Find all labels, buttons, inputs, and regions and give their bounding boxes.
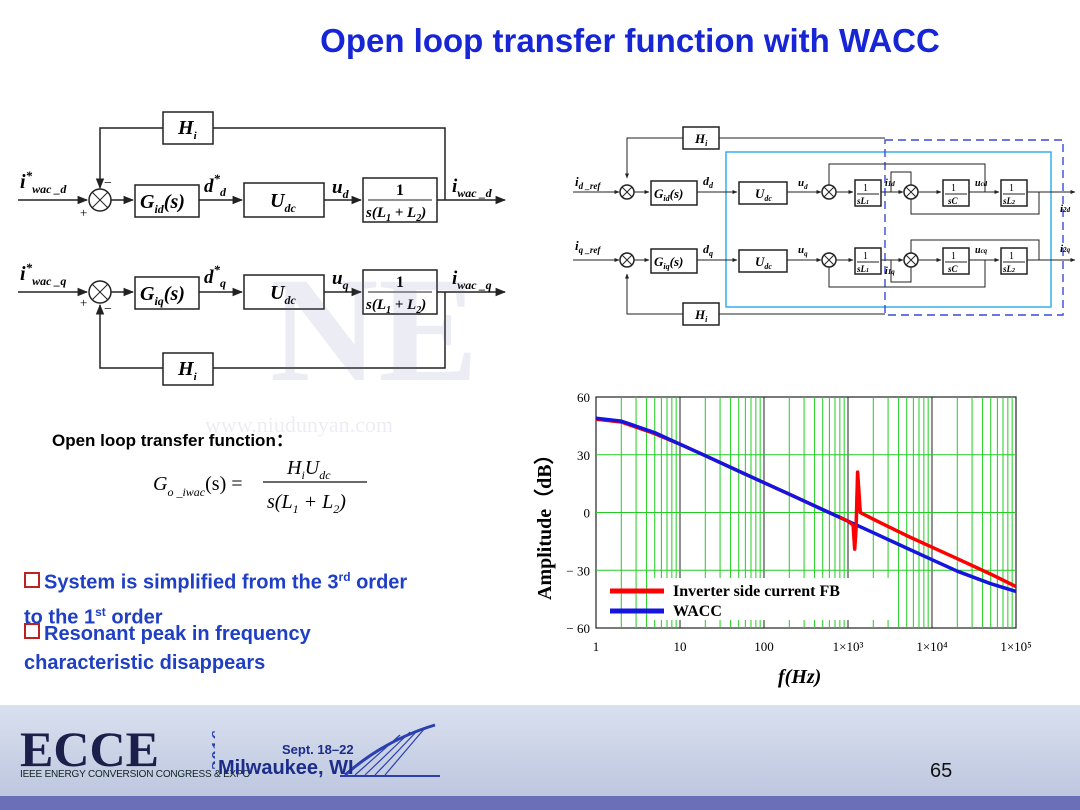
- oltf-label: Open loop transfer function：: [52, 431, 293, 450]
- svg-text:sL2: sL2: [1002, 264, 1015, 274]
- legend-label: Inverter side current FB: [673, 583, 840, 600]
- svg-text:Giq(s): Giq(s): [654, 254, 683, 271]
- y-tick-label: 30: [577, 448, 590, 463]
- hi-label: Hi: [177, 117, 198, 142]
- svg-text:i1d: i1d: [885, 178, 895, 189]
- page-number: 65: [930, 760, 953, 782]
- svg-text:1: 1: [396, 182, 404, 199]
- svg-text:d*d: d*d: [204, 171, 227, 199]
- svg-text:ucq: ucq: [975, 245, 988, 256]
- x-tick-label: 100: [754, 639, 774, 654]
- bullet-2: Resonant peak in frequency characteristi…: [24, 623, 311, 674]
- footer-bar: [0, 705, 1080, 810]
- svg-text:Hi: Hi: [694, 307, 708, 324]
- svg-text:Go _iwac(s) =: Go _iwac(s) =: [153, 473, 243, 499]
- series-line-wacc: [595, 416, 1017, 594]
- svg-text:−: −: [104, 176, 112, 191]
- svg-text:1: 1: [396, 274, 404, 291]
- bullet-square-icon: [24, 571, 40, 588]
- conference-city: Milwaukee, WI: [218, 757, 354, 779]
- legend-label: WACC: [673, 603, 722, 620]
- ecce-logo: ECCE 2016: [20, 724, 215, 772]
- bullet-square-icon: [24, 623, 40, 639]
- svg-text:HiUdc: HiUdc: [286, 457, 331, 482]
- y-tick-label: − 30: [566, 563, 590, 578]
- giq-block: [134, 276, 200, 310]
- logo-year: 2016: [208, 730, 215, 770]
- y-tick-label: 60: [577, 390, 590, 405]
- svg-text:Hi: Hi: [694, 131, 708, 148]
- svg-text:i2q: i2q: [1060, 243, 1071, 255]
- series-line-inverter-fb-resonance: [839, 470, 874, 551]
- svg-text:ud: ud: [332, 177, 350, 201]
- bottom-input-label: i*wac _q: [20, 260, 66, 288]
- bullet-1: System is simplified from the 3rd order …: [24, 570, 408, 629]
- svg-text:1: 1: [863, 183, 868, 194]
- svg-text:iq _ref: iq _ref: [575, 238, 601, 255]
- x-tick-label: 1: [593, 639, 600, 654]
- svg-text:ud: ud: [798, 177, 808, 191]
- svg-text:1: 1: [951, 251, 956, 262]
- slide-title: Open loop transfer function with WACC: [320, 22, 940, 59]
- bode-chart: 60 30 0 − 30 − 60 1 10 100 1×10³ 1×10⁴ 1×10⁵ Ampl…: [533, 390, 1032, 688]
- x-tick-label: 1×10³: [833, 639, 864, 654]
- svg-text:ECCE: ECCE: [20, 724, 159, 772]
- svg-text:−: −: [104, 302, 112, 317]
- top-input-label: i*wac _d: [20, 168, 67, 196]
- svg-text:uq: uq: [798, 244, 808, 258]
- svg-text:1: 1: [863, 251, 868, 262]
- watermark: NE www.niudunyan.com: [205, 250, 478, 437]
- svg-text:Gid(s): Gid(s): [654, 186, 683, 203]
- watermark-text: www.niudunyan.com: [205, 412, 393, 437]
- x-tick-label: 1×10⁵: [1000, 639, 1031, 654]
- conference-name: IEEE ENERGY CONVERSION CONGRESS & EXPO: [20, 769, 251, 780]
- svg-text:sC: sC: [947, 264, 959, 274]
- svg-text:Giq(s): Giq(s): [140, 283, 185, 308]
- svg-text:dq: dq: [703, 242, 713, 258]
- x-tick-label: 10: [674, 639, 687, 654]
- x-axis-label: f(Hz): [778, 666, 821, 688]
- svg-text:sL1: sL1: [856, 196, 869, 206]
- svg-text:1: 1: [1009, 183, 1014, 194]
- svg-text:dd: dd: [703, 174, 714, 190]
- footer-stripe: [0, 796, 1080, 810]
- svg-text:iwac _d: iwac _d: [452, 176, 493, 200]
- y-tick-label: − 60: [566, 621, 590, 636]
- svg-text:sL2: sL2: [1002, 196, 1015, 206]
- left-block-diagram: Hi i*wac _d + − Gid(s) d*d Udc ud 1 s(L1…: [18, 111, 507, 386]
- wacc-inner-box: [725, 151, 1052, 308]
- hi-block-bottom: [162, 352, 214, 386]
- svg-text:s(L1 + L2): s(L1 + L2): [267, 491, 346, 516]
- svg-text:i1q: i1q: [885, 266, 895, 277]
- lcl-filter-box: [884, 139, 1064, 316]
- y-axis-label: Amplitude（dB）: [533, 444, 556, 600]
- legend-box: [654, 578, 892, 620]
- chart-legend: Inverter side current FB WACC: [610, 578, 892, 620]
- svg-text:1: 1: [951, 183, 956, 194]
- svg-text:id _ref: id _ref: [575, 174, 601, 191]
- svg-text:NE: NE: [270, 250, 478, 413]
- svg-text:s(L1 + L2): s(L1 + L2): [365, 297, 426, 316]
- svg-text:+: +: [80, 205, 87, 220]
- y-tick-label: 0: [584, 506, 591, 521]
- svg-text:ucd: ucd: [975, 178, 988, 189]
- bridge-logo-icon: [340, 723, 440, 777]
- x-tick-label: 1×10⁴: [916, 639, 948, 654]
- svg-text:sL1: sL1: [856, 264, 869, 274]
- gid-block: [134, 184, 200, 218]
- conference-dates: Sept. 18–22: [282, 742, 354, 757]
- svg-text:i2d: i2d: [1060, 203, 1071, 215]
- svg-text:Hi: Hi: [177, 358, 198, 383]
- svg-text:s(L1 + L2): s(L1 + L2): [365, 205, 426, 224]
- svg-text:+: +: [80, 295, 87, 310]
- oltf-equation: Go _iwac(s) = HiUdc s(L1 + L2): [153, 457, 367, 516]
- svg-text:1: 1: [1009, 251, 1014, 262]
- svg-text:sC: sC: [947, 196, 959, 206]
